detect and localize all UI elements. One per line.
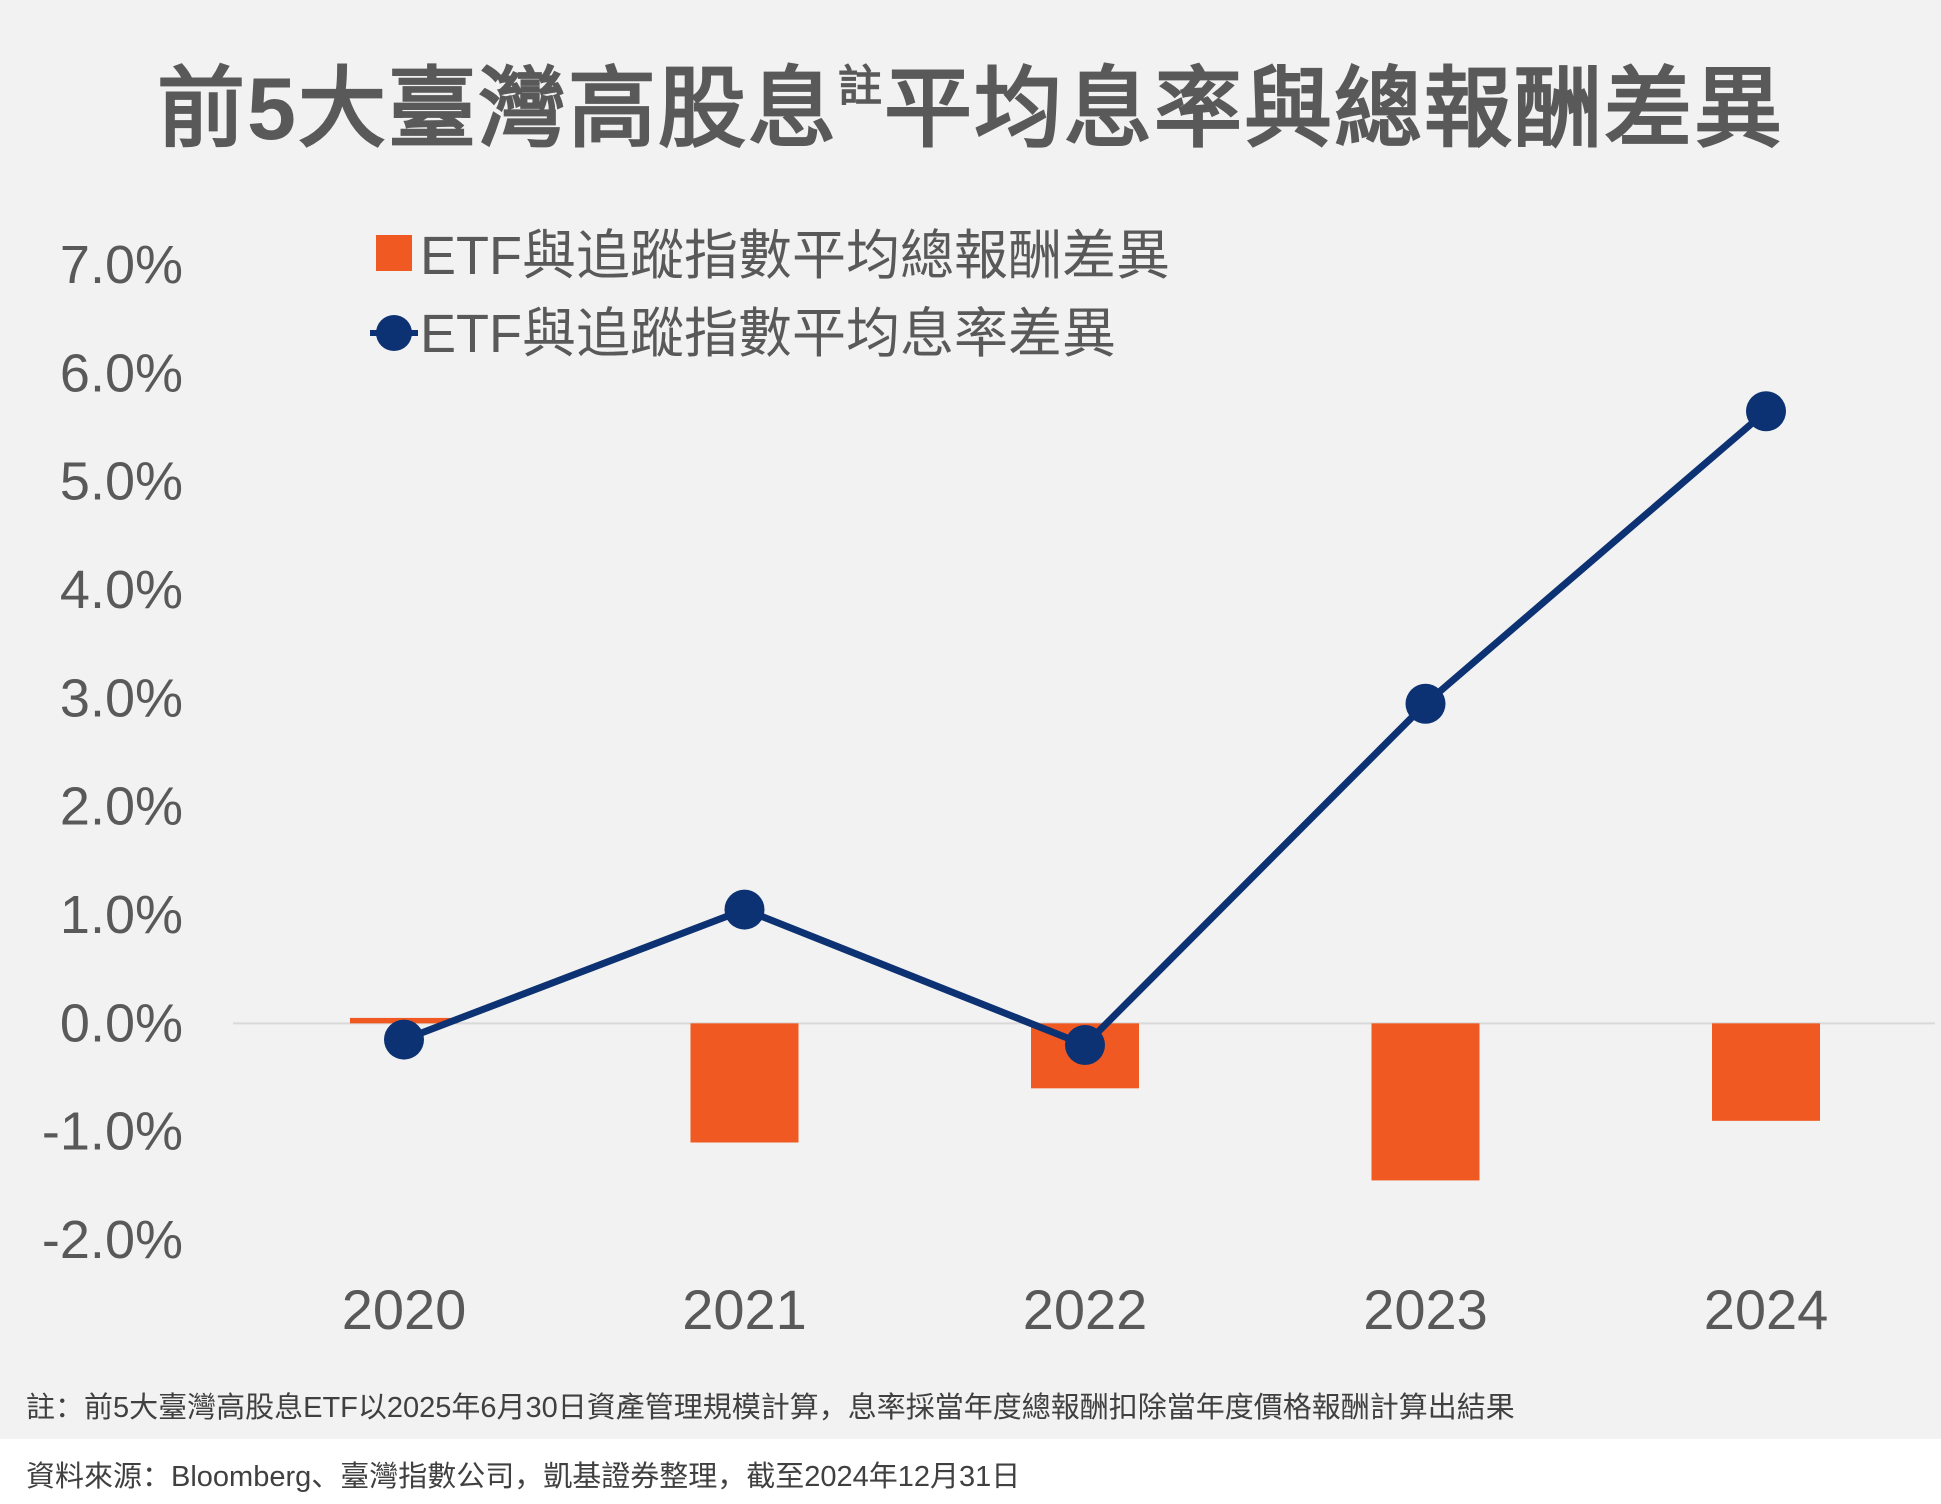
legend: ETF與追蹤指數平均總報酬差異 ETF與追蹤指數平均息率差異	[370, 226, 1170, 364]
line-series-path	[402, 408, 1769, 1049]
bar	[1371, 1023, 1480, 1181]
line-point	[1746, 391, 1786, 432]
chart-title: 前5大臺灣高股息註平均息率與總報酬差異	[0, 38, 1941, 165]
x-tick-label: 2022	[1023, 1278, 1148, 1341]
chart-area: 7.0% 6.0% 5.0% 4.0% 3.0% 2.0% 1.0% 0.0% -1.0% -2.…	[42, 226, 1935, 1341]
legend-line-label: ETF與追蹤指數平均息率差異	[420, 304, 1116, 364]
x-axis: 2020 2021 2022 2023 2024	[342, 1278, 1829, 1341]
y-tick-label: 4.0%	[60, 560, 183, 620]
y-tick-label: -1.0%	[42, 1102, 183, 1162]
x-tick-label: 2021	[682, 1278, 807, 1341]
y-tick-label: 7.0%	[60, 235, 183, 295]
bar	[1712, 1023, 1820, 1121]
title-rest: 平均息率與總報酬差異	[883, 59, 1784, 158]
source-bar: 資料來源：Bloomberg、臺灣指數公司，凱基證券整理，截至2024年12月3…	[0, 1439, 1941, 1504]
x-tick-label: 2020	[342, 1278, 467, 1341]
bar	[690, 1023, 799, 1143]
y-tick-label: -2.0%	[42, 1210, 183, 1270]
x-tick-label: 2024	[1704, 1278, 1829, 1341]
y-tick-label: 0.0%	[60, 993, 183, 1053]
note-text: 註：前5大臺灣高股息ETF以2025年6月30日資產管理規模計算，息率採當年度總…	[26, 1392, 1515, 1424]
line-series-points	[384, 391, 1786, 1065]
y-tick-label: 1.0%	[60, 885, 183, 945]
source-text: 資料來源：Bloomberg、臺灣指數公司，凱基證券整理，截至2024年12月3…	[26, 1461, 1021, 1493]
legend-line-marker	[376, 315, 412, 351]
line-point	[724, 889, 765, 930]
y-axis: 7.0% 6.0% 5.0% 4.0% 3.0% 2.0% 1.0% 0.0% -1.0% -2.…	[42, 235, 183, 1270]
line-point	[384, 1019, 424, 1060]
title-main: 前5大臺灣高股息	[157, 59, 838, 158]
y-tick-label: 5.0%	[60, 452, 183, 512]
footnotes: 註：前5大臺灣高股息ETF以2025年6月30日資產管理規模計算，息率採當年度總…	[0, 1360, 1941, 1504]
legend-bar-swatch	[376, 235, 412, 271]
y-tick-label: 2.0%	[60, 777, 183, 837]
title-note-marker: 註	[837, 62, 884, 111]
y-tick-label: 3.0%	[60, 668, 183, 728]
x-tick-label: 2023	[1363, 1278, 1488, 1341]
y-tick-label: 6.0%	[60, 343, 183, 403]
line-point	[1065, 1025, 1105, 1065]
line-point	[1405, 683, 1446, 724]
legend-bar-label: ETF與追蹤指數平均總報酬差異	[420, 226, 1170, 286]
